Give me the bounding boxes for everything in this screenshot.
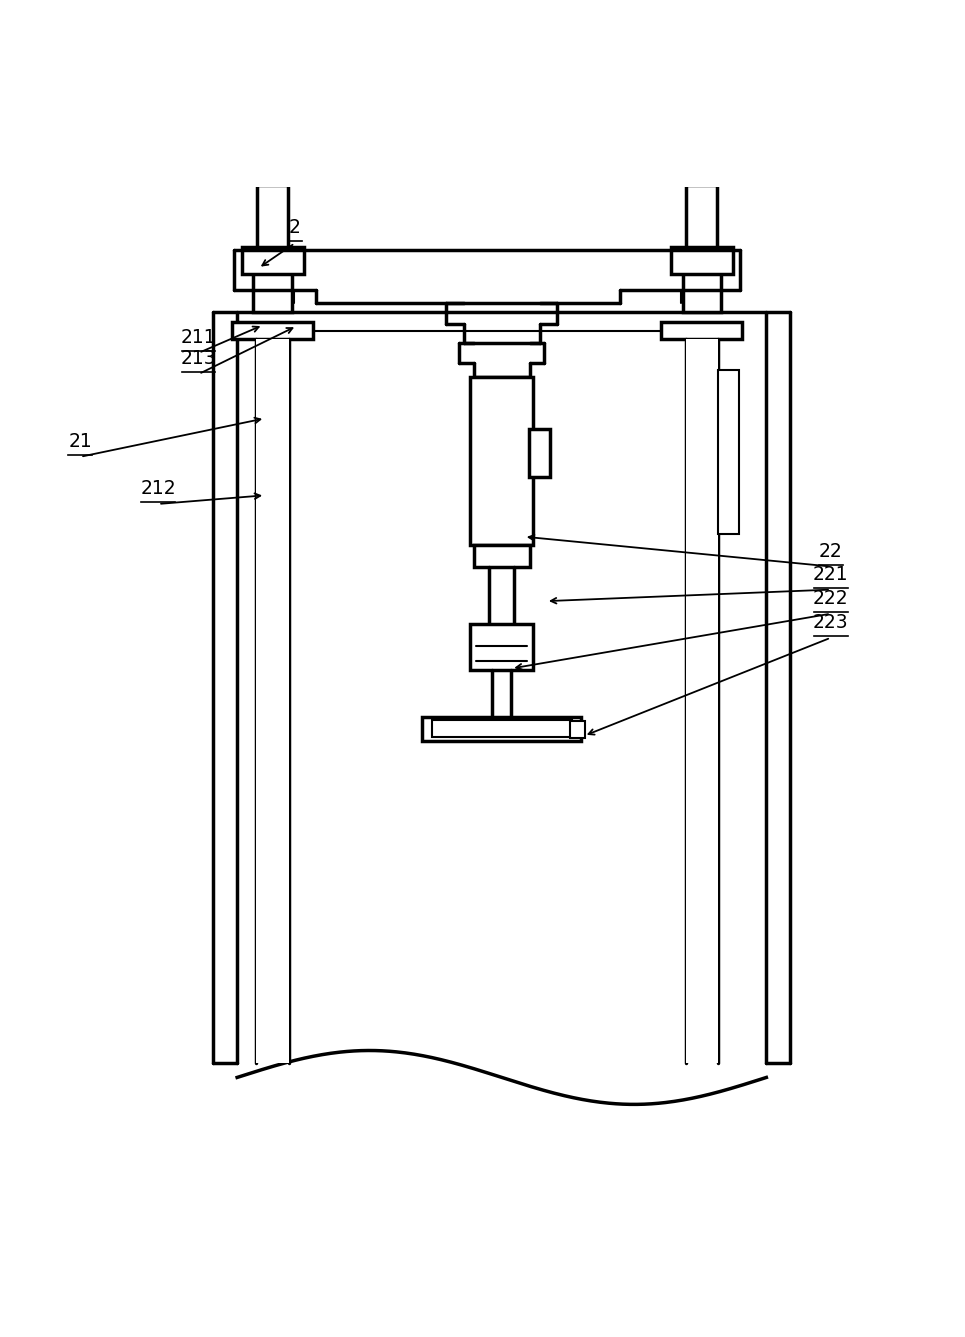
Text: 21: 21 [69, 432, 93, 451]
Bar [423, 717, 581, 741]
Text: 211: 211 [180, 328, 216, 348]
Bar [242, 247, 304, 274]
Bar [671, 247, 732, 274]
Bar [569, 721, 585, 738]
Bar [661, 322, 742, 340]
Bar [233, 322, 314, 340]
Text: 222: 222 [813, 588, 848, 608]
Bar [718, 370, 739, 533]
Bar [432, 721, 571, 737]
Bar [470, 377, 534, 545]
Bar [682, 259, 721, 313]
Text: 213: 213 [180, 349, 216, 368]
Bar [686, 185, 717, 247]
Bar [471, 624, 533, 670]
Bar [529, 429, 550, 477]
Bar [474, 545, 530, 567]
Text: 2: 2 [289, 218, 301, 238]
Text: 223: 223 [813, 612, 848, 632]
Bar [257, 340, 290, 1063]
Text: 22: 22 [819, 541, 842, 560]
Bar [258, 185, 289, 247]
Text: 221: 221 [813, 564, 848, 584]
Bar [685, 340, 718, 1063]
Bar [254, 259, 292, 313]
Text: 212: 212 [141, 479, 176, 499]
